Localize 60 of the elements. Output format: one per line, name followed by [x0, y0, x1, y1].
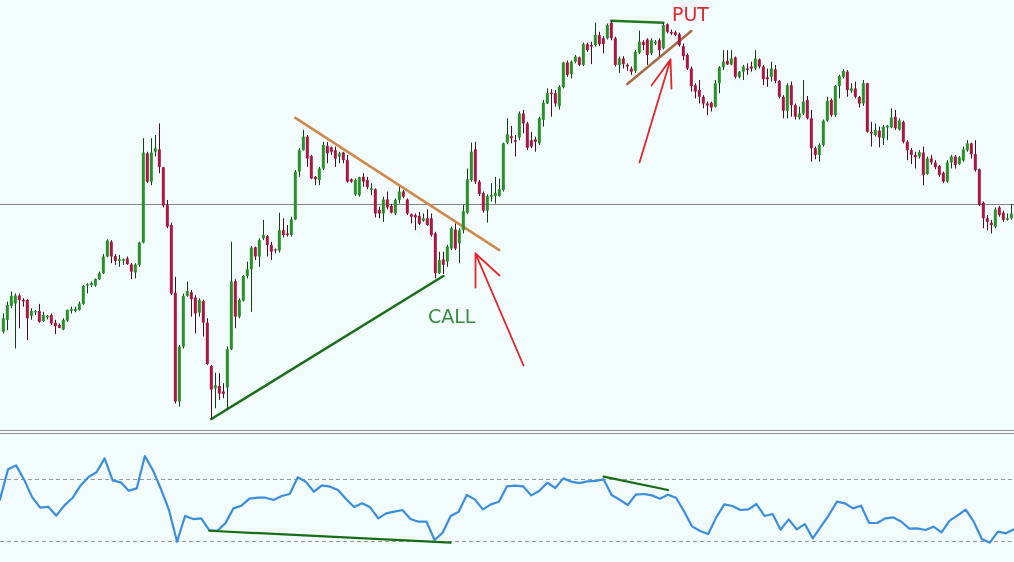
candlestick — [493, 176, 497, 205]
candlestick — [281, 217, 285, 238]
candlestick — [829, 97, 833, 118]
candlestick — [593, 22, 597, 48]
candlestick — [805, 95, 809, 120]
candlestick — [825, 96, 829, 123]
candlestick — [905, 139, 909, 161]
candlestick — [453, 222, 457, 251]
candlestick — [157, 122, 161, 174]
candlestick — [197, 297, 201, 318]
candlestick — [437, 251, 441, 275]
annotation: CALL — [428, 305, 476, 327]
candlestick — [441, 251, 445, 275]
candlestick — [505, 117, 509, 145]
candlestick — [877, 126, 881, 148]
candlestick — [773, 64, 777, 84]
candlestick — [269, 241, 273, 261]
candlestick — [881, 124, 885, 146]
candlestick — [81, 284, 85, 306]
candlestick — [485, 193, 489, 224]
candlestick — [717, 65, 721, 94]
candlestick — [301, 129, 305, 152]
candlestick — [201, 299, 205, 338]
candlestick — [325, 141, 329, 164]
candlestick — [457, 227, 461, 264]
candlestick — [521, 109, 525, 134]
candlestick — [761, 64, 765, 86]
candlestick — [209, 364, 213, 420]
candlestick — [321, 141, 325, 171]
candlestick — [85, 282, 89, 295]
candlestick — [213, 372, 217, 409]
candlestick — [901, 120, 905, 144]
candlestick — [265, 234, 269, 257]
candlestick — [101, 253, 105, 275]
candlestick — [837, 74, 841, 99]
candlestick — [781, 94, 785, 119]
candlestick — [345, 154, 349, 184]
candlestick — [189, 289, 193, 318]
candlestick — [689, 66, 693, 93]
candlestick — [153, 134, 157, 158]
candlestick — [217, 372, 221, 401]
candlestick — [889, 107, 893, 129]
candlestick — [261, 219, 265, 241]
candlestick — [193, 294, 197, 334]
candlestick — [769, 61, 773, 83]
annotation: PUT — [672, 2, 710, 25]
candlestick — [713, 79, 717, 109]
candlestick — [777, 79, 781, 99]
candlestick — [513, 134, 517, 158]
candlestick — [893, 109, 897, 131]
candlestick — [661, 22, 665, 50]
candlestick — [993, 207, 997, 229]
candlestick — [765, 68, 769, 88]
candlestick — [17, 293, 21, 329]
candlestick — [925, 156, 929, 176]
candlestick — [753, 49, 757, 71]
candlestick — [137, 241, 141, 268]
candlestick — [801, 79, 805, 116]
candlestick — [297, 147, 301, 178]
candlestick — [517, 111, 521, 141]
